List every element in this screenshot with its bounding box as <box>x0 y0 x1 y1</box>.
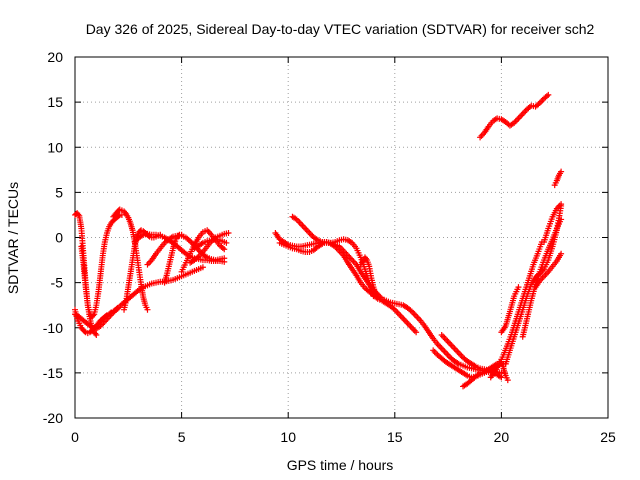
series-arc-top <box>477 91 552 141</box>
y-tick-label: -15 <box>43 365 63 381</box>
data-point <box>373 291 380 298</box>
data-point <box>558 168 565 175</box>
data-point <box>221 246 228 253</box>
y-tick-label: 15 <box>47 94 63 110</box>
series-arc-i <box>161 231 185 286</box>
data-point <box>558 216 565 223</box>
series-arc-o <box>276 239 420 336</box>
data-point <box>545 91 552 98</box>
y-tick-label: 20 <box>47 49 63 65</box>
x-tick-label: 5 <box>178 429 186 445</box>
data-point <box>225 229 232 236</box>
x-tick-labels: 0 5 10 15 20 25 <box>71 429 616 445</box>
series-arc-x <box>498 284 522 336</box>
y-tick-label: 5 <box>55 184 63 200</box>
data-point <box>558 201 565 208</box>
y-axis-label: SDTVAR / TECUs <box>5 182 21 294</box>
data-point <box>93 331 100 338</box>
x-tick-label: 20 <box>494 429 510 445</box>
chart-title: Day 326 of 2025, Sidereal Day-to-day VTE… <box>86 21 595 37</box>
data-point <box>498 369 505 376</box>
y-tick-label: 10 <box>47 139 63 155</box>
series-arc-t <box>487 239 545 381</box>
y-tick-label: -20 <box>43 410 63 426</box>
data-point <box>175 232 182 239</box>
data-point <box>363 255 370 262</box>
series-arc-y <box>541 201 565 246</box>
series-arc-c <box>78 211 125 320</box>
series-arc-w <box>532 250 565 291</box>
series-arc-l <box>187 229 232 266</box>
x-tick-label: 15 <box>387 429 403 445</box>
data-point <box>221 255 228 262</box>
data-point <box>144 306 151 313</box>
data-point <box>223 239 230 246</box>
x-tick-label: 25 <box>600 429 616 445</box>
y-tick-label: -10 <box>43 320 63 336</box>
data-point <box>199 264 206 271</box>
data-point <box>413 329 420 336</box>
x-tick-label: 10 <box>280 429 296 445</box>
data-point <box>122 209 129 216</box>
data-points <box>72 91 565 390</box>
series-arc-f <box>121 227 164 313</box>
y-tick-label: -5 <box>51 275 64 291</box>
data-point <box>75 211 82 218</box>
data-point <box>558 250 565 257</box>
data-point <box>515 284 522 291</box>
data-point <box>90 312 97 319</box>
data-point <box>504 377 511 384</box>
data-point <box>178 231 185 238</box>
data-point <box>81 328 88 335</box>
series-arc-z <box>551 168 565 189</box>
x-tick-label: 0 <box>71 429 79 445</box>
data-point <box>92 330 99 337</box>
x-axis-label: GPS time / hours <box>287 457 394 473</box>
y-tick-label: 0 <box>55 230 63 246</box>
axis-ticks <box>74 56 609 419</box>
y-tick-labels: -20 -15 -10 -5 0 5 10 15 20 <box>43 49 63 426</box>
data-point <box>374 293 381 300</box>
series-arc-p <box>357 254 381 300</box>
